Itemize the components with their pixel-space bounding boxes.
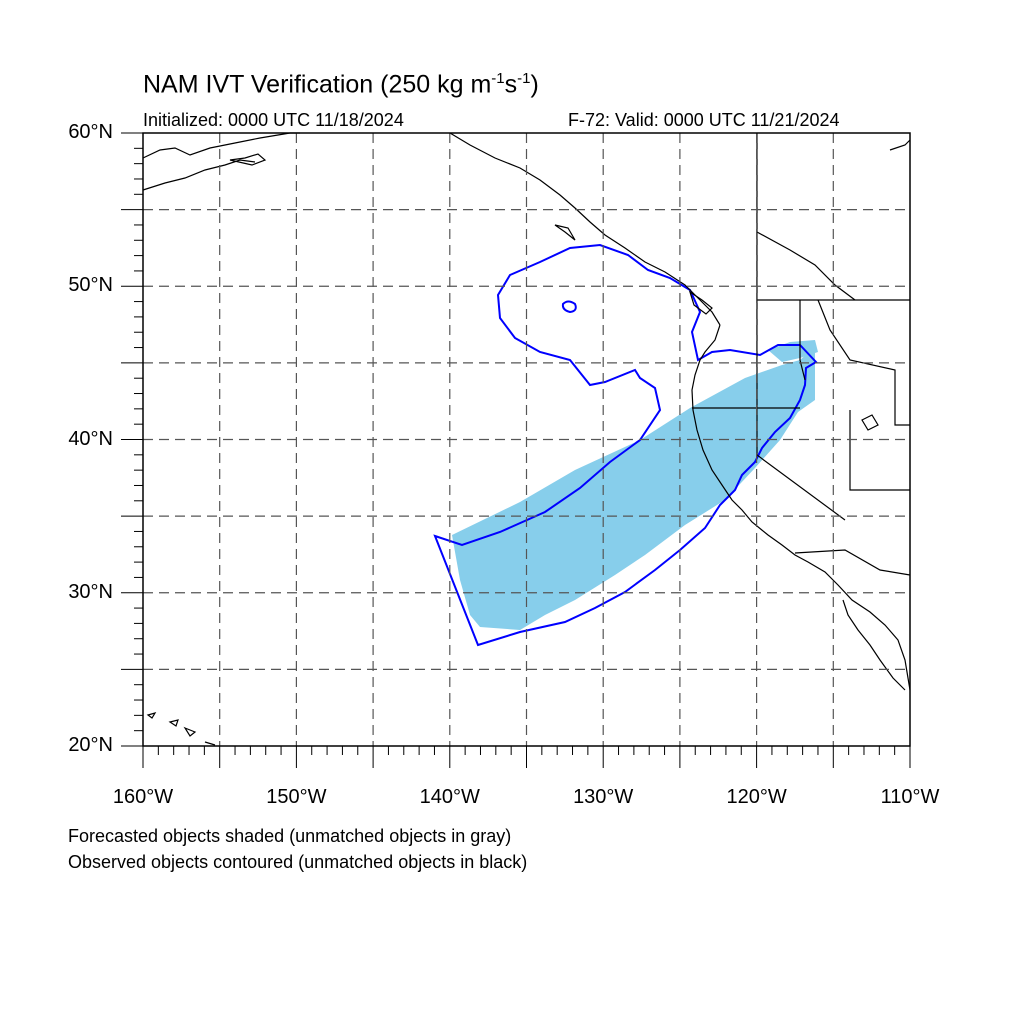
- forecast-object: [452, 347, 815, 630]
- lon-label: 140°W: [419, 786, 480, 808]
- lat-label: 20°N: [68, 734, 113, 756]
- lon-label: 130°W: [573, 786, 634, 808]
- initialized-time: Initialized: 0000 UTC 11/18/2024: [143, 110, 404, 130]
- lat-label: 40°N: [68, 427, 113, 450]
- lon-label: 150°W: [266, 786, 327, 808]
- lat-label: 30°N: [68, 580, 113, 603]
- observed-object-inner-loop: [561, 300, 577, 314]
- map-frame: [121, 132, 911, 768]
- lat-label: 50°N: [68, 274, 113, 297]
- map-title: NAM IVT Verification (250 kg m-1s-1): [143, 70, 539, 99]
- coastlines: [142, 132, 911, 746]
- grid-lines: [143, 133, 910, 746]
- lat-label: 60°N: [68, 121, 113, 143]
- observed-note: Observed objects contoured (unmatched ob…: [68, 852, 528, 872]
- lon-label: 120°W: [726, 786, 787, 808]
- valid-time: F-72: Valid: 0000 UTC 11/21/2024: [568, 110, 840, 130]
- lon-label: 160°W: [112, 786, 174, 808]
- observed-object-contour: [433, 243, 818, 647]
- forecast-note: Forecasted objects shaded (unmatched obj…: [68, 826, 512, 846]
- lon-label: 110°W: [880, 786, 940, 808]
